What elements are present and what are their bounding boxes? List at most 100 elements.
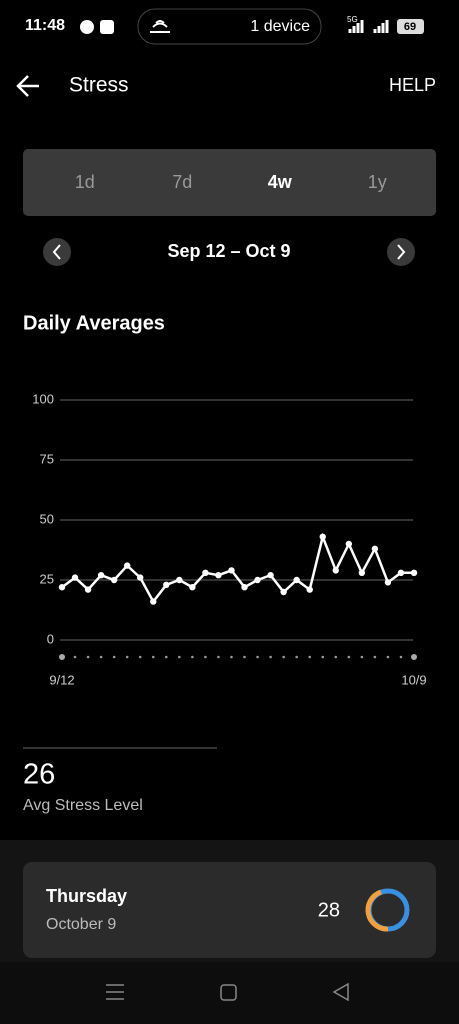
point (384, 579, 392, 586)
line (61, 532, 414, 604)
point (306, 586, 313, 593)
card-date: October 9 (46, 916, 116, 933)
card-day: Thursday (46, 886, 127, 906)
day-dot (125, 655, 129, 659)
nav-home[interactable] (220, 984, 237, 1001)
day-dot (269, 655, 272, 659)
day-dot (230, 655, 233, 659)
x-tick-label: 9/12 (49, 672, 74, 687)
day-dot (204, 655, 207, 659)
point (293, 576, 300, 584)
point (163, 581, 170, 588)
tab[interactable]: 1y (368, 172, 387, 192)
day-dot (282, 655, 285, 659)
point (241, 584, 248, 591)
point (71, 574, 79, 581)
point (202, 569, 209, 576)
prev-arrow (52, 244, 61, 260)
y-tick-label: 100 (32, 391, 54, 406)
point (319, 533, 326, 540)
nav-back[interactable] (332, 982, 349, 1002)
day-dot (99, 655, 103, 659)
point (397, 569, 405, 576)
point (189, 584, 196, 591)
point (110, 576, 118, 584)
day-dot (164, 655, 168, 659)
day-dot (321, 655, 325, 659)
date-range: Sep 12 – Oct 9 (167, 241, 290, 261)
day-card[interactable] (23, 862, 436, 958)
day-dot (411, 654, 417, 660)
y-tick-label: 50 (40, 511, 54, 526)
battery-level: 69 (404, 21, 416, 33)
point (123, 562, 131, 569)
hotspot-icon (150, 20, 170, 33)
day-dot (112, 655, 116, 659)
back-button[interactable] (16, 75, 39, 97)
next-button[interactable] (387, 238, 415, 266)
page-title: Stress (69, 74, 129, 97)
tab[interactable]: 7d (172, 172, 192, 192)
point (358, 569, 366, 576)
point (58, 584, 66, 591)
point (280, 588, 287, 596)
nav-bar (0, 962, 459, 1024)
day-dot (308, 655, 312, 659)
section-title: Daily Averages (23, 312, 165, 334)
donut-orange (365, 889, 389, 932)
summary-value: 26 (23, 759, 55, 791)
point (228, 567, 235, 574)
point (150, 598, 157, 605)
point (410, 569, 418, 576)
point (345, 540, 353, 548)
signal-icon (348, 20, 389, 33)
card-value: 28 (318, 899, 340, 921)
app-icon (100, 20, 114, 34)
day-dot (360, 655, 364, 659)
day-dot (373, 655, 377, 659)
next-arrow (397, 244, 406, 260)
day-dot (347, 655, 351, 659)
day-dot (138, 655, 142, 659)
day-dot (243, 655, 246, 659)
day-dot (73, 655, 77, 659)
nav-menu[interactable] (106, 984, 124, 1000)
hotspot-status[interactable]: 1 device (250, 18, 310, 35)
day-dot (59, 654, 65, 660)
point (267, 572, 274, 579)
point (371, 545, 379, 552)
help-button[interactable]: HELP (389, 75, 436, 95)
messenger-icon (80, 20, 94, 34)
battery-icon (397, 19, 424, 34)
day-dot (399, 655, 403, 659)
y-tick-label: 0 (47, 631, 54, 646)
day-dot (334, 655, 338, 659)
prev-button[interactable] (43, 238, 71, 266)
summary-label: Avg Stress Level (23, 797, 143, 814)
day-dot (86, 655, 90, 659)
network-type: 5G (347, 15, 358, 24)
clock: 11:48 (25, 17, 65, 34)
day-dot (256, 655, 259, 659)
tab[interactable]: 4w (268, 172, 293, 192)
day-dot (217, 655, 220, 659)
y-tick-label: 75 (40, 451, 54, 466)
x-tick-label: 10/9 (401, 672, 426, 687)
day-dot (191, 655, 194, 659)
point (254, 576, 261, 584)
point (215, 572, 222, 579)
point (176, 576, 183, 584)
tab[interactable]: 1d (75, 172, 95, 192)
point (84, 586, 92, 593)
day-dot (386, 655, 390, 659)
point (332, 567, 339, 574)
y-tick-label: 25 (40, 571, 54, 586)
day-dot (151, 655, 155, 659)
point (137, 574, 144, 581)
point (97, 572, 105, 579)
day-dot (295, 655, 298, 659)
tab-bar (23, 149, 436, 216)
hotspot-pill (137, 8, 322, 45)
